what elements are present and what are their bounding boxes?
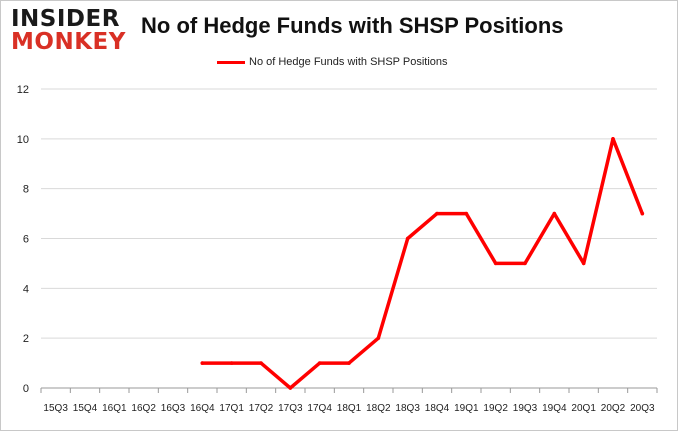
- data-point: [200, 361, 205, 365]
- data-point: [435, 211, 439, 216]
- data-point: [640, 211, 645, 216]
- x-tick-label: 19Q3: [513, 403, 538, 414]
- x-tick-label: 19Q1: [454, 403, 479, 414]
- data-point: [376, 336, 381, 340]
- legend-label: No of Hedge Funds with SHSP Positions: [249, 56, 448, 69]
- y-tick-label: 2: [23, 333, 29, 345]
- y-tick-label: 12: [17, 84, 29, 96]
- series-line: [200, 137, 645, 390]
- x-tick-label: 20Q1: [571, 403, 596, 414]
- x-tick-label: 19Q4: [542, 403, 567, 414]
- x-tick-label: 17Q1: [219, 403, 244, 414]
- x-tick-label: 19Q2: [483, 403, 508, 414]
- chart-legend: No of Hedge Funds with SHSP Positions: [217, 56, 448, 70]
- x-tick-label: 18Q4: [425, 403, 450, 414]
- x-tick-label: 18Q1: [337, 403, 362, 414]
- x-tick-label: 15Q4: [73, 403, 98, 414]
- y-tick-label: 6: [23, 234, 29, 246]
- y-tick-label: 0: [23, 383, 29, 395]
- data-point: [523, 261, 527, 266]
- chart-title: No of Hedge Funds with SHSP Positions: [141, 13, 564, 38]
- data-point: [552, 211, 557, 216]
- data-point: [229, 361, 234, 365]
- data-point: [611, 137, 615, 141]
- legend-swatch: [217, 60, 245, 64]
- y-tick-label: 10: [17, 134, 29, 146]
- x-tick-label: 16Q1: [102, 403, 127, 414]
- logo-line-1: INSIDER: [11, 6, 120, 32]
- x-tick-label: 16Q3: [161, 403, 186, 414]
- x-tick-label: 20Q2: [601, 403, 626, 414]
- data-point: [581, 261, 586, 266]
- y-tick-label: 8: [23, 184, 29, 196]
- data-point: [259, 361, 263, 365]
- x-tick-label: 17Q3: [278, 403, 303, 414]
- x-tick-label: 15Q3: [43, 403, 68, 414]
- x-tick-label: 18Q2: [366, 403, 391, 414]
- x-tick-label: 18Q3: [395, 403, 420, 414]
- data-point: [405, 236, 410, 241]
- y-tick-label: 4: [23, 283, 29, 295]
- data-point: [464, 211, 469, 216]
- insider-monkey-logo: INSIDER MONKEY: [11, 8, 131, 58]
- data-point: [493, 261, 498, 266]
- x-tick-label: 16Q4: [190, 403, 215, 414]
- x-tick-label: 17Q4: [307, 403, 332, 414]
- data-point: [347, 361, 351, 365]
- data-point: [317, 361, 322, 365]
- x-tick-label: 20Q3: [630, 403, 655, 414]
- x-tick-label: 16Q2: [131, 403, 156, 414]
- logo-line-2: MONKEY: [11, 29, 126, 55]
- x-tick-label: 17Q2: [249, 403, 274, 414]
- data-point: [288, 386, 293, 390]
